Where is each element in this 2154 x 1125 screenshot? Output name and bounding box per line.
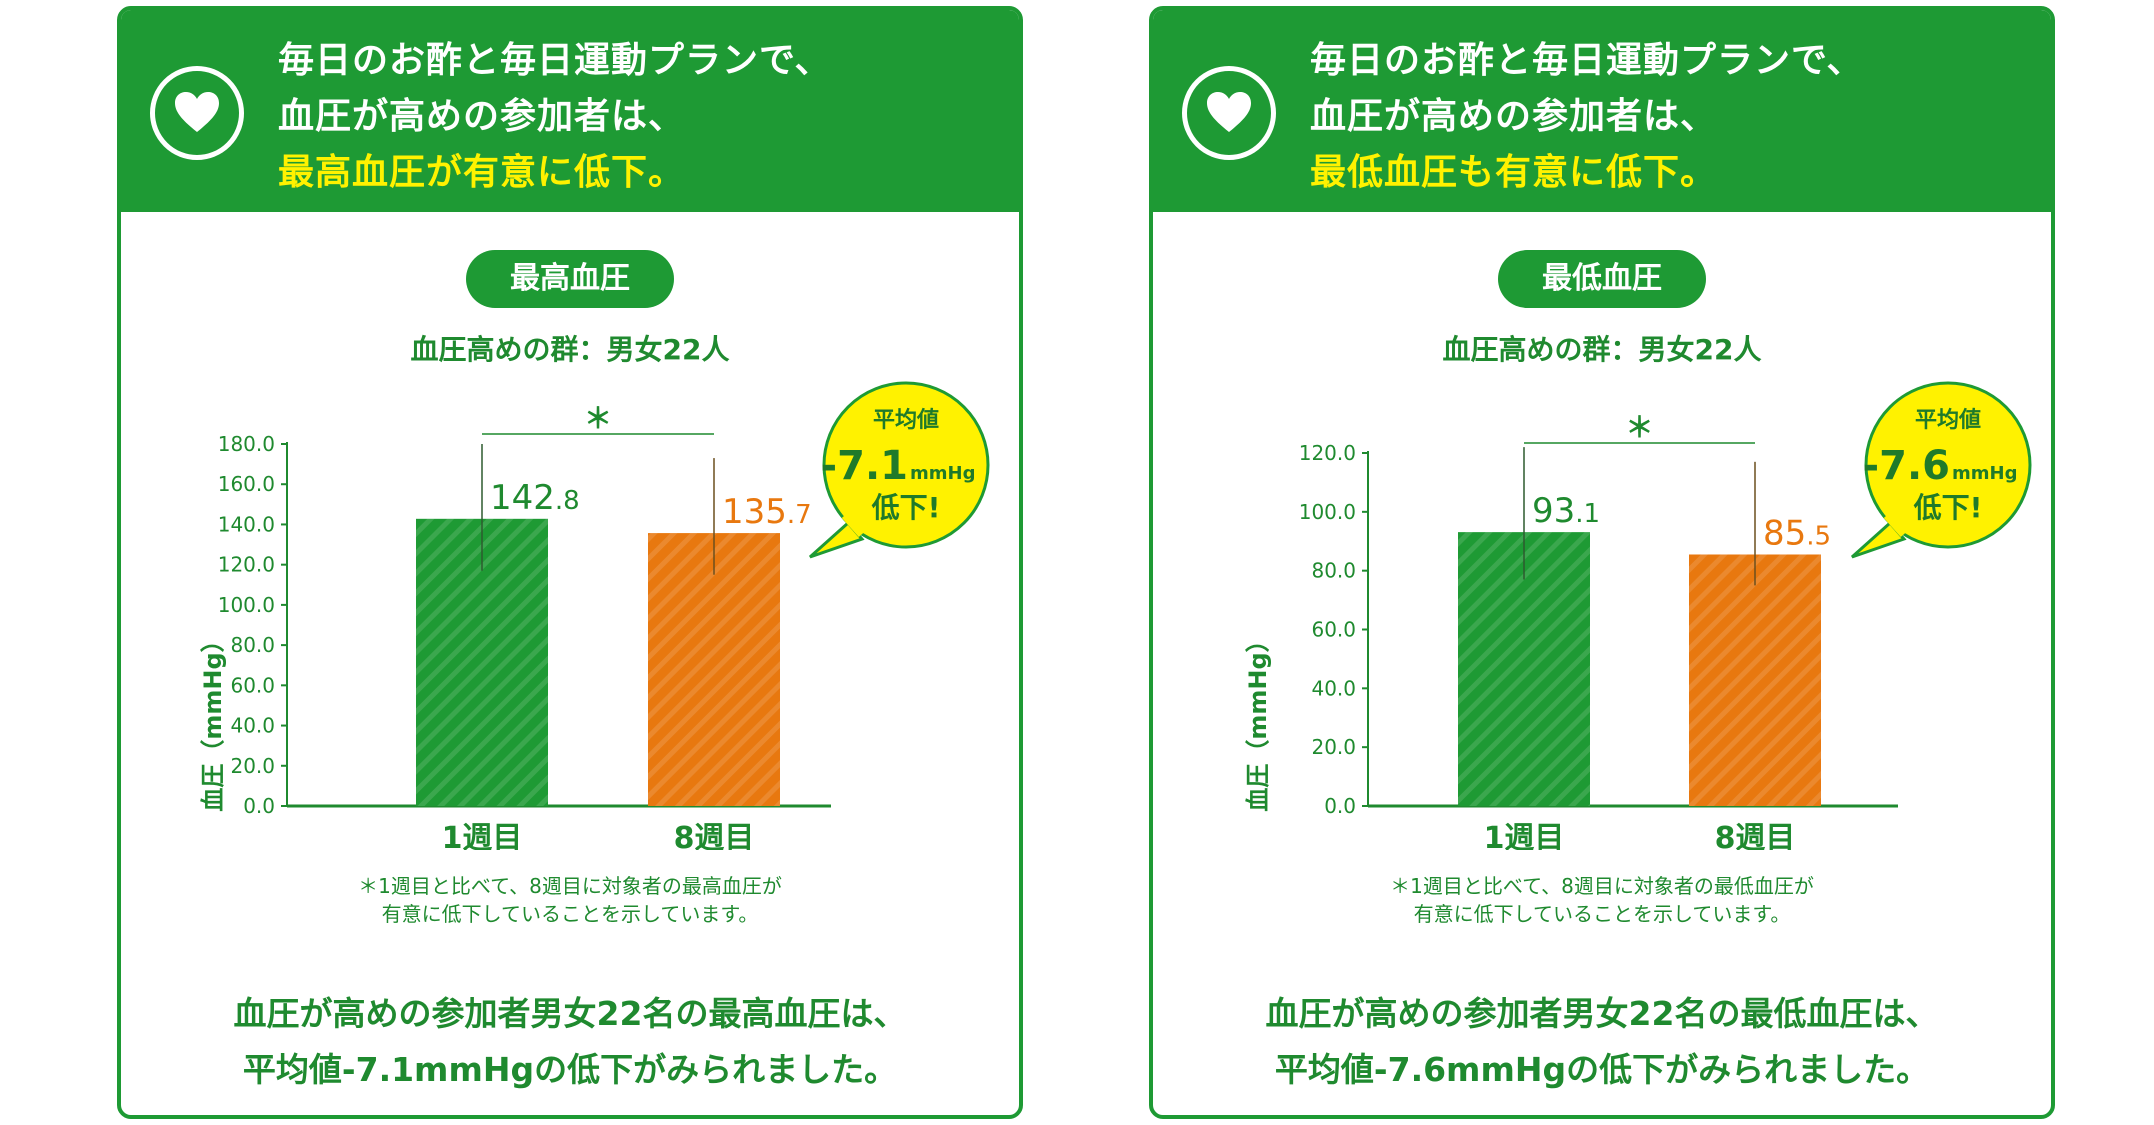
annotation-badge	[822, 381, 990, 549]
annotation-top: 平均値	[873, 407, 939, 433]
y-tick-label: 0.0	[1324, 794, 1356, 818]
annotation-badge	[1864, 381, 2032, 549]
y-axis-label: 血圧（mmHg）	[1244, 628, 1272, 811]
category-label: 1週目	[1484, 821, 1565, 850]
metric-pill: 最高血圧	[466, 250, 674, 308]
metric-pill: 最低血圧	[1498, 250, 1706, 308]
heart-icon-circle	[150, 66, 244, 160]
header-line1: 毎日のお酢と毎日運動プランで、	[1310, 40, 1864, 81]
category-label: 1週目	[442, 821, 523, 850]
summary-line1: 血圧が高めの参加者男女22名の最高血圧は、	[233, 994, 907, 1033]
heart-icon	[175, 92, 219, 132]
y-tick-label: 20.0	[230, 754, 275, 778]
header-line2: 血圧が高めの参加者は、	[1310, 96, 1718, 137]
value-label: 135.7	[722, 492, 812, 532]
heart-icon	[1207, 92, 1251, 132]
significance-mark: ＊	[584, 402, 612, 435]
annotation-tail-mask	[841, 513, 864, 538]
y-tick-label: 20.0	[1311, 735, 1356, 759]
group-label: 血圧高めの群：男女22人	[410, 333, 730, 366]
footnote-line2: 有意に低下していることを示しています。	[1413, 902, 1791, 926]
value-label: 142.8	[490, 478, 580, 518]
y-tick-label: 40.0	[230, 714, 275, 738]
y-tick-label: 120.0	[218, 553, 275, 577]
y-axis-label: 血圧（mmHg）	[199, 628, 227, 811]
y-tick-label: 80.0	[230, 633, 275, 657]
card-systolic: 毎日のお酢と毎日運動プランで、 血圧が高めの参加者は、 最高血圧が有意に低下。 …	[117, 6, 1023, 1119]
value-label: 93.1	[1532, 491, 1600, 531]
annotation-top: 平均値	[1915, 407, 1981, 433]
card-header: 毎日のお酢と毎日運動プランで、 血圧が高めの参加者は、 最低血圧も有意に低下。	[1153, 10, 2051, 212]
footnote-line1: ＊1週目と比べて、8週目に対象者の最低血圧が	[1390, 874, 1814, 898]
y-tick-label: 140.0	[218, 512, 275, 536]
y-tick-label: 160.0	[218, 472, 275, 496]
y-tick-label: 40.0	[1311, 676, 1356, 700]
y-tick-label: 120.0	[1299, 441, 1356, 465]
annotation-value: -7.6 mmHg	[1863, 443, 2018, 489]
y-tick-label: 100.0	[218, 593, 275, 617]
summary-line1: 血圧が高めの参加者男女22名の最低血圧は、	[1265, 994, 1939, 1033]
y-tick-label: 60.0	[1311, 618, 1356, 642]
summary-line2: 平均値-7.1mmHgの低下がみられました。	[242, 1050, 898, 1089]
summary-line2: 平均値-7.6mmHgの低下がみられました。	[1274, 1050, 1930, 1089]
group-label: 血圧高めの群：男女22人	[1442, 333, 1762, 366]
header-line3-highlight: 最低血圧も有意に低下。	[1310, 152, 1718, 193]
heart-icon-circle	[1182, 66, 1276, 160]
category-label: 8週目	[674, 821, 755, 850]
header-line2: 血圧が高めの参加者は、	[278, 96, 686, 137]
bar-chart-systolic: 血圧（mmHg） 0.0 20.0 40.0 60.0 80.0 100.0 120.0 14…	[199, 381, 990, 850]
annotation-bottom: 低下!	[1913, 491, 1983, 524]
card-diastolic: 毎日のお酢と毎日運動プランで、 血圧が高めの参加者は、 最低血圧も有意に低下。 …	[1149, 6, 2055, 1119]
header-line3-highlight: 最高血圧が有意に低下。	[278, 152, 686, 193]
annotation-tail-mask	[1883, 513, 1906, 538]
y-tick-label: 60.0	[230, 673, 275, 697]
bar-stripes	[648, 533, 780, 806]
annotation-bottom: 低下!	[871, 491, 941, 524]
footnote-line2: 有意に低下していることを示しています。	[381, 902, 759, 926]
bar-chart-diastolic: 血圧（mmHg） 0.0 20.0 40.0 60.0 80.0 100.0 120.0 93…	[1244, 381, 2032, 850]
annotation-value: -7.1 mmHg	[821, 443, 976, 489]
y-tick-label: 180.0	[218, 432, 275, 456]
footnote-line1: ＊1週目と比べて、8週目に対象者の最高血圧が	[358, 874, 782, 898]
value-label: 85.5	[1763, 513, 1831, 553]
significance-mark: ＊	[1625, 411, 1653, 444]
card-header: 毎日のお酢と毎日運動プランで、 血圧が高めの参加者は、 最高血圧が有意に低下。	[121, 10, 1019, 212]
y-tick-label: 80.0	[1311, 559, 1356, 583]
y-tick-label: 100.0	[1299, 500, 1356, 524]
bar-stripes	[1689, 554, 1821, 806]
y-tick-label: 0.0	[243, 794, 275, 818]
header-line1: 毎日のお酢と毎日運動プランで、	[278, 40, 832, 81]
category-label: 8週目	[1715, 821, 1796, 850]
